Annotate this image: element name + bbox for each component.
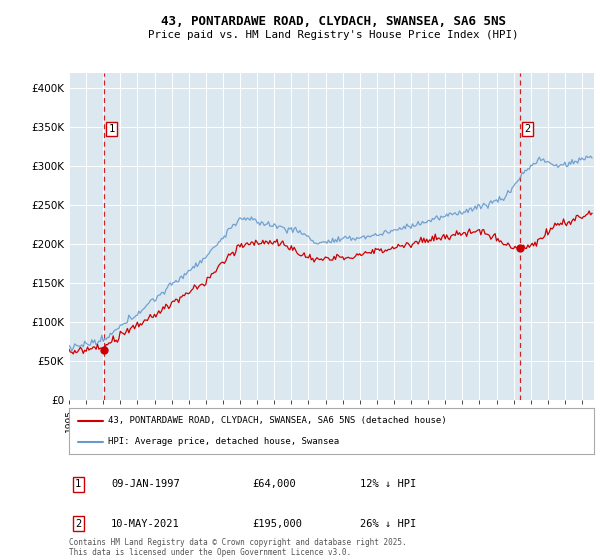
Text: 2: 2 xyxy=(524,124,530,134)
Text: 09-JAN-1997: 09-JAN-1997 xyxy=(111,479,180,489)
Text: 43, PONTARDAWE ROAD, CLYDACH, SWANSEA, SA6 5NS (detached house): 43, PONTARDAWE ROAD, CLYDACH, SWANSEA, S… xyxy=(109,416,447,425)
Text: Price paid vs. HM Land Registry's House Price Index (HPI): Price paid vs. HM Land Registry's House … xyxy=(148,30,518,40)
Text: HPI: Average price, detached house, Swansea: HPI: Average price, detached house, Swan… xyxy=(109,437,340,446)
Text: 43, PONTARDAWE ROAD, CLYDACH, SWANSEA, SA6 5NS: 43, PONTARDAWE ROAD, CLYDACH, SWANSEA, S… xyxy=(161,15,506,28)
Text: 26% ↓ HPI: 26% ↓ HPI xyxy=(360,519,416,529)
Text: 12% ↓ HPI: 12% ↓ HPI xyxy=(360,479,416,489)
Text: Contains HM Land Registry data © Crown copyright and database right 2025.
This d: Contains HM Land Registry data © Crown c… xyxy=(69,538,407,557)
Text: £195,000: £195,000 xyxy=(252,519,302,529)
Text: 2: 2 xyxy=(75,519,81,529)
Text: 10-MAY-2021: 10-MAY-2021 xyxy=(111,519,180,529)
Text: 1: 1 xyxy=(75,479,81,489)
Text: 1: 1 xyxy=(109,124,115,134)
Text: £64,000: £64,000 xyxy=(252,479,296,489)
